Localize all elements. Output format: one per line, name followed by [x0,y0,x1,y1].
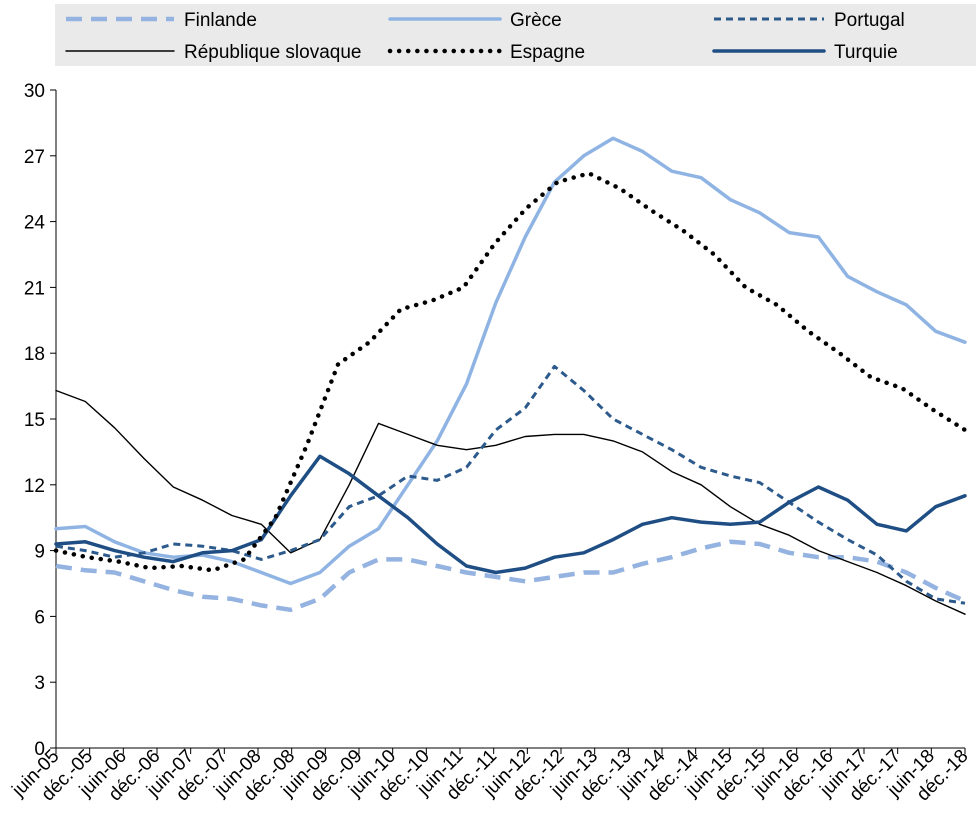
x-axis: juin-05déc.-05juin-06déc.-06juin-07déc.-… [8,745,973,805]
y-tick-label-7: 21 [24,278,45,299]
y-tick-label-6: 18 [24,344,45,365]
legend-label-6: Turquie [834,42,898,63]
y-tick-label-4: 12 [24,476,45,497]
series-line-5 [53,171,968,573]
series-line-1 [55,539,966,613]
legend-label-3: Portugal [834,10,905,31]
y-axis: 0 3 6 9 12 15 18 21 24 27 30 [24,81,57,760]
legend-background [55,4,976,66]
legend: Finlande Grèce Portugal République slovaque… [55,4,976,66]
y-tick-label-10: 30 [24,81,45,102]
series-line-2 [54,136,967,586]
series-line-4 [55,389,966,615]
y-tick-label-2: 6 [34,607,45,628]
y-tick-label-1: 3 [34,673,45,694]
legend-label-5: Espagne [510,42,585,63]
y-tick-label-9: 27 [24,147,45,168]
legend-label-4: République slovaque [184,42,361,63]
plot-lines [53,136,968,615]
y-tick-label-5: 15 [24,410,45,431]
y-tick-label-0: 0 [34,739,45,760]
legend-label-2: Grèce [510,10,562,31]
series-line-6 [54,454,967,575]
y-tick-label-8: 24 [24,213,46,234]
y-tick-label-3: 9 [34,542,45,563]
legend-label-1: Finlande [184,10,257,31]
series-line-3 [55,364,966,605]
